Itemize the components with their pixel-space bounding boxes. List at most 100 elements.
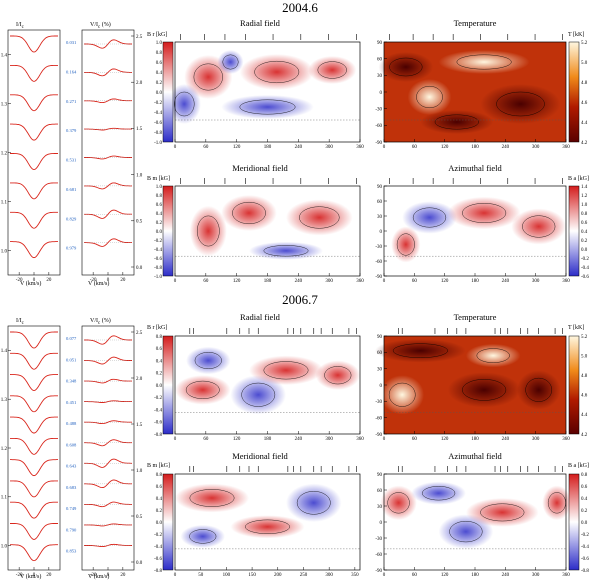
colorbar-tick-label-meridional-2004-7: 0.4 bbox=[156, 212, 163, 217]
map-xtick-label-meridional-2006-4: 200 bbox=[274, 573, 282, 578]
map-feature-temperature-2004-1 bbox=[438, 50, 530, 74]
map-feature-meridional-2004-1 bbox=[221, 195, 277, 231]
intensity-xlabel-2004: V (km/s) bbox=[20, 281, 42, 287]
map-contour-meridional-2006-1 bbox=[296, 491, 331, 515]
colorbar-tick-label-radial-2004-7: 0.4 bbox=[156, 71, 163, 76]
colorbar-tick-label-meridional-2006-1: -0.6 bbox=[154, 557, 162, 562]
colorbar-tick-label-meridional-2004-1: -0.8 bbox=[154, 266, 162, 271]
map-xtick-label-meridional-2004-1: 60 bbox=[203, 279, 209, 284]
map-xtick-label-radial-2006-3: 180 bbox=[264, 437, 272, 442]
phase-label-2006-6: 0.643 bbox=[66, 464, 77, 469]
map-xtick-label-temperature-2004-2: 120 bbox=[441, 145, 449, 150]
colorbar-tick-label-azimuthal-2006-0: -0.8 bbox=[581, 569, 589, 574]
map-ytick-label-azimuthal-2006-1: -60 bbox=[375, 553, 382, 558]
map-contour-temperature-2004-4 bbox=[434, 114, 479, 130]
colorbar-tick-label-temperature-2004-1: 4.4 bbox=[581, 121, 588, 126]
intensity-profile-2006-10 bbox=[10, 544, 58, 562]
map-contour-azimuthal-2004-2 bbox=[462, 203, 507, 223]
colorbar-tick-label-temperature-2006-3: 4.8 bbox=[581, 374, 588, 379]
map-feature-radial-2006-1 bbox=[175, 375, 231, 405]
intensity-profile-2006-6 bbox=[10, 459, 58, 477]
colorbar-tick-label-azimuthal-2004-9: 1.2 bbox=[581, 194, 588, 199]
colorbar-tick-label-radial-2006-7: 0.6 bbox=[156, 347, 163, 352]
phase-label-2004-4: 0.531 bbox=[66, 158, 77, 163]
colorbar-label-t-2004: T [kK] bbox=[568, 32, 585, 38]
colorbar-tick-label-radial-2004-10: 1.0 bbox=[156, 41, 163, 46]
map-contour-azimuthal-2004-0 bbox=[396, 233, 415, 256]
map-contour-meridional-2004-2 bbox=[299, 206, 340, 229]
colorbar-tick-label-meridional-2004-9: 0.8 bbox=[156, 194, 163, 199]
colorbar-tick-label-azimuthal-2006-1: -0.6 bbox=[581, 557, 589, 562]
map-contour-radial-2004-1 bbox=[174, 91, 195, 117]
map-ytick-label-temperature-2004-5: 60 bbox=[377, 57, 383, 62]
phase-label-2004-5: 0.681 bbox=[66, 187, 77, 192]
stokesv-ytick-label-2006-2: 1.0 bbox=[136, 469, 143, 474]
colorbar-label-br-2006: B r [kG] bbox=[147, 325, 168, 331]
map-feature-radial-2006-2 bbox=[230, 375, 286, 415]
colorbar-tick-label-azimuthal-2004-2: -0.2 bbox=[581, 257, 589, 262]
colorbar-tick-label-temperature-2006-4: 5.0 bbox=[581, 354, 588, 359]
colorbar-tick-label-meridional-2004-4: -0.2 bbox=[154, 239, 162, 244]
map-ytick-label-azimuthal-2004-4: 30 bbox=[377, 215, 383, 220]
map-xtick-label-azimuthal-2006-2: 120 bbox=[441, 573, 449, 578]
colorbar-temperature-2006 bbox=[568, 335, 580, 435]
intensity-profile-2004-6 bbox=[10, 211, 58, 229]
colorbar-tick-label-radial-2006-8: 0.8 bbox=[156, 335, 163, 340]
colorbar-tick-label-radial-2004-9: 0.8 bbox=[156, 51, 163, 56]
stokesv-xlabel-2006: V (km/s) bbox=[88, 574, 110, 580]
colorbar-tick-label-meridional-2004-6: 0.2 bbox=[156, 221, 163, 226]
map-contour-temperature-2004-2 bbox=[496, 91, 545, 117]
intensity-profile-2004-4 bbox=[10, 153, 58, 170]
phase-label-2004-7: 0.979 bbox=[66, 246, 77, 251]
map-ytick-label-temperature-2006-0: -90 bbox=[375, 433, 382, 438]
map-contour-temperature-2006-1 bbox=[388, 382, 416, 407]
map-xtick-label-azimuthal-2006-4: 240 bbox=[502, 573, 510, 578]
map-xtick-label-temperature-2006-3: 180 bbox=[471, 437, 479, 442]
map-xtick-label-azimuthal-2004-2: 120 bbox=[441, 279, 449, 284]
map-feature-temperature-2006-3 bbox=[516, 370, 561, 410]
colorbar-tick-label-meridional-2006-2: -0.4 bbox=[154, 545, 162, 550]
map-contour-meridional-2004-0 bbox=[196, 215, 220, 247]
intensity-ytick-label-2006-2: 1.2 bbox=[1, 447, 8, 452]
map-ytick-label-azimuthal-2006-6: 90 bbox=[377, 473, 383, 478]
map-feature-meridional-2006-2 bbox=[230, 515, 305, 539]
colorbar-tick-label-meridional-2006-4: 0.0 bbox=[156, 521, 163, 526]
map-feature-temperature-2004-3 bbox=[378, 52, 434, 82]
year-title-2004: 2004.6 bbox=[282, 0, 318, 15]
colorbar-tick-label-radial-2004-2: -0.6 bbox=[154, 121, 162, 126]
map-ytick-label-azimuthal-2006-3: 0 bbox=[380, 521, 383, 526]
map-xtick-label-azimuthal-2006-0: 0 bbox=[383, 573, 386, 578]
intensity-profile-2006-8 bbox=[10, 501, 58, 519]
phase-label-2006-3: 0.451 bbox=[66, 400, 77, 405]
colorbar-tick-label-meridional-2006-3: -0.2 bbox=[154, 533, 162, 538]
intensity-profile-2004-3 bbox=[10, 123, 58, 141]
map-contour-radial-2004-2 bbox=[222, 54, 239, 70]
stokesv-xtick-label-2006-1: 0 bbox=[107, 573, 110, 578]
intensity-ytick-label-2004-3: 1.3 bbox=[1, 102, 8, 107]
map-xtick-label-temperature-2006-6: 360 bbox=[562, 437, 570, 442]
map-contour-azimuthal-2006-1 bbox=[547, 492, 566, 514]
map-xtick-label-meridional-2004-4: 240 bbox=[295, 279, 303, 284]
map-ytick-label-azimuthal-2006-4: 30 bbox=[377, 505, 383, 510]
map-contour-radial-2004-4 bbox=[317, 61, 347, 79]
intensity-profile-2006-7 bbox=[10, 480, 58, 498]
map-ytick-label-azimuthal-2004-2: -30 bbox=[375, 245, 382, 250]
colorbar-tick-label-temperature-2006-0: 4.2 bbox=[581, 433, 588, 438]
panel-title-temperature-2004: Temperature bbox=[453, 18, 497, 28]
stokesv-ytick-label-2006-5: 2.5 bbox=[136, 331, 143, 336]
colorbar-tick-label-radial-2004-4: -0.2 bbox=[154, 101, 162, 106]
colorbar-tick-label-temperature-2004-4: 5.0 bbox=[581, 61, 588, 66]
map-feature-radial-2004-5 bbox=[221, 95, 314, 119]
map-feature-azimuthal-2006-2 bbox=[411, 481, 466, 505]
map-ytick-label-azimuthal-2006-5: 60 bbox=[377, 489, 383, 494]
colorbar-tick-label-azimuthal-2004-3: 0.0 bbox=[581, 248, 588, 253]
map-feature-temperature-2004-0 bbox=[407, 79, 452, 115]
map-xtick-label-meridional-2006-5: 250 bbox=[300, 573, 308, 578]
map-feature-temperature-2004-4 bbox=[420, 110, 494, 134]
map-ytick-label-temperature-2006-1: -60 bbox=[375, 416, 382, 421]
stokesv-ylabel-2004: V/Ic (%) bbox=[90, 22, 111, 31]
map-contour-meridional-2006-2 bbox=[245, 519, 290, 534]
map-ytick-label-temperature-2004-0: -90 bbox=[375, 141, 382, 146]
stokesv-xtick-label-2004-2: 20 bbox=[120, 278, 126, 283]
colorbar-tick-label-azimuthal-2006-7: 0.6 bbox=[581, 485, 588, 490]
